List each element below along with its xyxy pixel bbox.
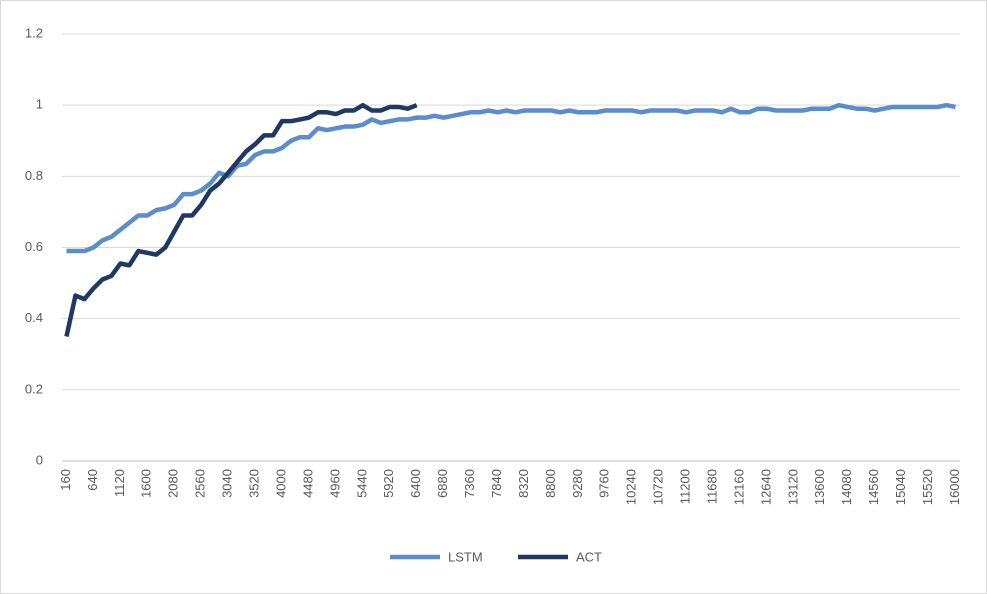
y-tick-label: 0.6 (25, 239, 43, 254)
y-tick-label: 0.4 (25, 310, 43, 325)
x-tick-label: 4000 (273, 469, 288, 498)
x-tick-label: 12640 (758, 469, 773, 505)
series-line (66, 102, 956, 254)
x-tick-label: 11200 (678, 469, 693, 504)
x-tick-label: 6400 (408, 469, 423, 498)
x-tick-label: 160 (58, 469, 73, 491)
y-tick-label: 1 (36, 97, 43, 112)
series-line (64, 102, 418, 337)
x-tick-label: 2560 (193, 469, 208, 498)
y-tick-label: 0 (36, 452, 43, 467)
x-tick-label: 5440 (354, 469, 369, 498)
x-tick-label: 10720 (651, 469, 666, 505)
x-tick-label: 7360 (462, 469, 477, 498)
legend-label: LSTM (448, 549, 483, 564)
y-tick-label: 0.2 (25, 381, 43, 396)
x-tick-label: 12160 (731, 469, 746, 505)
x-tick-label: 10240 (624, 469, 639, 505)
x-tick-label: 3040 (220, 469, 235, 498)
y-tick-label: 1.2 (25, 25, 43, 40)
x-tick-label: 13600 (812, 469, 827, 505)
x-tick-label: 15040 (893, 469, 908, 505)
x-tick-label: 14560 (866, 469, 881, 505)
x-tick-label: 2080 (166, 469, 181, 498)
legend-label: ACT (576, 549, 602, 564)
x-tick-label: 8800 (543, 469, 558, 498)
x-tick-label: 3520 (247, 469, 262, 498)
x-tick-label: 4480 (300, 469, 315, 498)
x-tick-label: 5920 (381, 469, 396, 498)
x-tick-label: 640 (85, 469, 100, 491)
x-tick-label: 1600 (139, 469, 154, 498)
x-tick-label: 13120 (785, 469, 800, 505)
x-tick-label: 9280 (570, 469, 585, 498)
x-tick-label: 9760 (597, 469, 612, 498)
x-tick-label: 6880 (435, 469, 450, 498)
x-tick-label: 4960 (327, 469, 342, 498)
x-tick-label: 15520 (920, 469, 935, 505)
y-tick-label: 0.8 (25, 168, 43, 183)
x-tick-label: 1120 (112, 469, 127, 497)
x-tick-label: 11680 (704, 469, 719, 504)
x-tick-label: 7840 (489, 469, 504, 498)
x-tick-label: 14080 (839, 469, 854, 505)
x-tick-label: 8320 (516, 469, 531, 498)
x-tick-label: 16000 (947, 469, 962, 505)
